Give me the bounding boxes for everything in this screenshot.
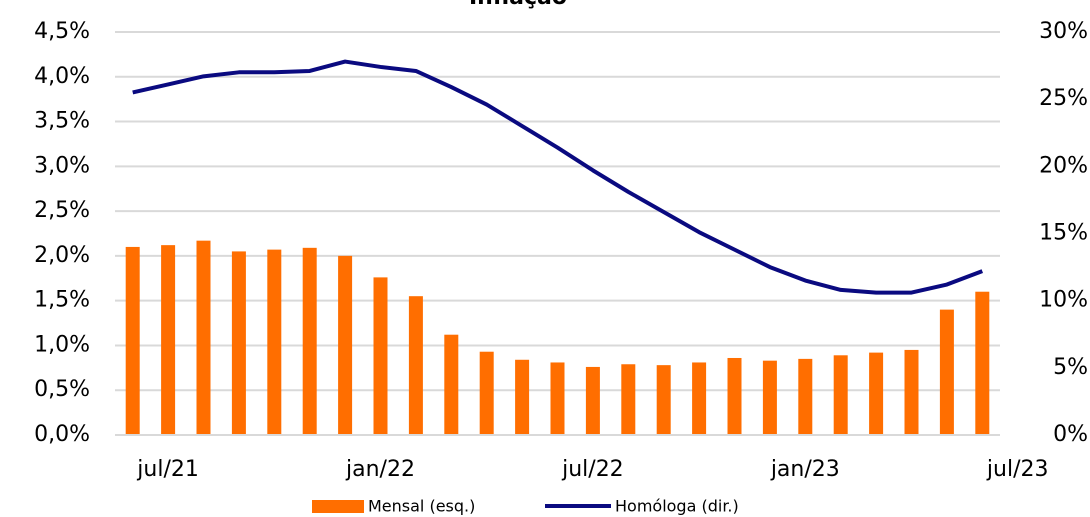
- bar: [231, 251, 246, 435]
- y-tick-label: 3,5%: [34, 109, 90, 134]
- x-tick-label: jul/22: [561, 457, 624, 482]
- bar: [656, 365, 671, 435]
- bar: [302, 247, 317, 435]
- y-tick-label: 3,0%: [34, 153, 90, 178]
- bar: [585, 366, 600, 435]
- bar: [904, 349, 919, 435]
- y2-tick-label: 15%: [1039, 221, 1088, 246]
- y-tick-label: 0,0%: [34, 422, 90, 447]
- bar: [479, 351, 494, 435]
- bar: [975, 291, 990, 435]
- y-tick-label: 1,0%: [34, 332, 90, 357]
- bar: [267, 249, 282, 435]
- y-tick-label: 0,5%: [34, 377, 90, 402]
- line: [132, 59, 984, 295]
- bar: [727, 357, 742, 435]
- bar: [833, 355, 848, 435]
- bar: [798, 358, 813, 435]
- bar: [692, 362, 707, 435]
- legend-label: Homóloga (dir.): [615, 497, 739, 516]
- bar: [338, 255, 353, 435]
- x-tick-label: jan/22: [345, 457, 415, 482]
- y2-tick-label: 5%: [1053, 355, 1088, 380]
- bar: [161, 245, 176, 435]
- bar: [408, 296, 423, 435]
- bar: [515, 359, 530, 435]
- y-tick-label: 4,0%: [34, 64, 90, 89]
- y2-tick-label: 30%: [1039, 19, 1088, 44]
- y2-tick-label: 20%: [1039, 153, 1088, 178]
- y2-tick-label: 25%: [1039, 86, 1088, 111]
- bar: [869, 352, 884, 435]
- y-tick-label: 4,5%: [34, 19, 90, 44]
- y2-tick-label: 10%: [1039, 288, 1088, 313]
- bar: [939, 309, 954, 435]
- bar: [621, 364, 636, 435]
- y2-tick-label: 0%: [1053, 422, 1088, 447]
- y-tick-label: 2,5%: [34, 198, 90, 223]
- legend-label: Mensal (esq.): [368, 497, 475, 516]
- bar: [196, 240, 211, 435]
- x-tick-label: jul/23: [986, 457, 1049, 482]
- y-tick-label: 1,5%: [34, 288, 90, 313]
- bar: [444, 334, 459, 435]
- bar: [550, 362, 565, 435]
- y-tick-label: 2,0%: [34, 243, 90, 268]
- bar: [125, 246, 140, 435]
- legend-swatch: [312, 500, 364, 513]
- chart-title: Inflação: [469, 0, 567, 10]
- x-tick-label: jul/21: [136, 457, 199, 482]
- bar: [373, 277, 388, 435]
- bar: [762, 360, 777, 435]
- x-tick-label: jan/23: [770, 457, 840, 482]
